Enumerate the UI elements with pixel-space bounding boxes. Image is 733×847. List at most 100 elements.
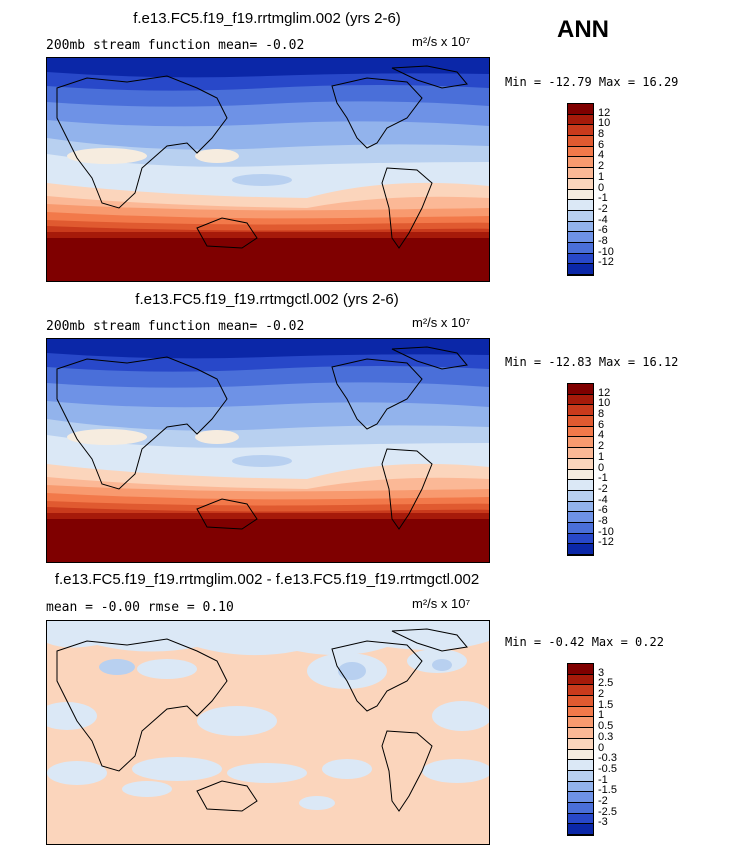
- colorbar-tick-label: 2: [598, 440, 605, 453]
- colorbar-tick-label: -1: [598, 192, 608, 205]
- colorbar-swatch: [568, 242, 593, 254]
- panel-1-title: f.e13.FC5.f19_f19.rrtmglim.002 (yrs 2-6): [133, 10, 401, 27]
- colorbar-tick-label: -1.5: [598, 784, 617, 797]
- panel-1-subtitle: 200mb stream function mean= -0.02: [46, 38, 305, 53]
- colorbar-tick-label: -12: [598, 256, 614, 269]
- colorbar-swatch: [568, 232, 593, 243]
- colorbar-tick-label: -2: [598, 794, 608, 807]
- colorbar-tick-label: -12: [598, 536, 614, 549]
- panel-1-contour-map: [47, 58, 489, 281]
- colorbar-tick-label: -10: [598, 525, 614, 538]
- colorbar-swatch: [568, 802, 593, 814]
- panel-3-units: m²/s x 10⁷: [412, 596, 471, 611]
- colorbar-swatch: [568, 770, 593, 782]
- colorbar-tick-label: 4: [598, 149, 605, 162]
- colorbar-tick-label: 4: [598, 429, 605, 442]
- colorbar-swatch: [568, 792, 593, 803]
- colorbar-swatch: [568, 426, 593, 438]
- colorbar-tick-label: -6: [598, 504, 608, 517]
- colorbar-swatch: [568, 384, 593, 395]
- colorbar-swatch: [568, 501, 593, 513]
- panel-3-map: [46, 620, 490, 845]
- colorbar-tick-label: 3: [598, 666, 605, 679]
- colorbar-swatch: [568, 760, 593, 771]
- colorbar-swatch: [568, 674, 593, 686]
- panel-1-units: m²/s x 10⁷: [412, 34, 471, 49]
- panel-2-contour-map: [47, 339, 489, 562]
- colorbar-swatch: [568, 813, 593, 825]
- colorbar-tick-label: -8: [598, 234, 608, 247]
- colorbar-tick-label: 2.5: [598, 677, 614, 690]
- panel-2-minmax: Min = -12.83 Max = 16.12: [505, 355, 679, 369]
- colorbar-tick-label: 12: [598, 106, 611, 119]
- colorbar-swatch: [568, 146, 593, 158]
- colorbar-swatch: [568, 469, 593, 481]
- colorbar-swatch: [568, 448, 593, 459]
- panel-3-minmax: Min = -0.42 Max = 0.22: [505, 635, 664, 649]
- colorbar-swatch: [568, 405, 593, 417]
- colorbar-tick-label: 0: [598, 181, 605, 194]
- colorbar-swatch: [568, 394, 593, 406]
- colorbar-tick-label: 6: [598, 418, 605, 431]
- colorbar-tick-label: 1.5: [598, 698, 614, 711]
- colorbar-swatch: [568, 685, 593, 697]
- colorbar-tick-label: 2: [598, 688, 605, 701]
- panel-2-map: [46, 338, 490, 563]
- colorbar-swatch: [568, 717, 593, 729]
- colorbar-tick-label: 1: [598, 709, 605, 722]
- colorbar-swatch: [568, 125, 593, 137]
- panel-3-title: f.e13.FC5.f19_f19.rrtmglim.002 - f.e13.F…: [54, 571, 480, 588]
- colorbar-tick-label: 6: [598, 138, 605, 151]
- colorbar-tick-label: 1: [598, 170, 605, 183]
- colorbar-swatch: [568, 264, 593, 275]
- colorbar-swatch: [568, 416, 593, 427]
- colorbar-tick-label: 8: [598, 128, 605, 141]
- colorbar-tick-label: -0.5: [598, 762, 617, 775]
- panel-1-minmax: Min = -12.79 Max = 16.29: [505, 75, 679, 89]
- colorbar-swatch: [568, 480, 593, 491]
- colorbar-swatch: [568, 178, 593, 190]
- colorbar-swatch: [568, 522, 593, 534]
- colorbar-tick-label: 2: [598, 160, 605, 173]
- colorbar-tick-label: 0.5: [598, 720, 614, 733]
- panel-2-subtitle: 200mb stream function mean= -0.02: [46, 319, 305, 334]
- colorbar-swatch: [568, 157, 593, 169]
- colorbar-tick-label: -2: [598, 202, 608, 215]
- colorbar-tick-label: -4: [598, 213, 608, 226]
- colorbar-swatch: [568, 221, 593, 233]
- colorbar-swatch: [568, 458, 593, 470]
- colorbar-swatch: [568, 544, 593, 555]
- colorbar-swatch: [568, 210, 593, 222]
- colorbar-tick-label: -2.5: [598, 805, 617, 818]
- colorbar-tick-label: 0: [598, 461, 605, 474]
- season-label: ANN: [557, 16, 609, 43]
- colorbar-tick-label: 1: [598, 450, 605, 463]
- colorbar-tick-label: 10: [598, 397, 611, 410]
- colorbar-swatch: [568, 490, 593, 502]
- colorbar-swatch: [568, 168, 593, 179]
- colorbar-swatch: [568, 728, 593, 739]
- colorbar-tick-label: -0.3: [598, 752, 617, 765]
- colorbar-tick-label: -1: [598, 773, 608, 786]
- panel-2-title: f.e13.FC5.f19_f19.rrtmgctl.002 (yrs 2-6): [135, 291, 399, 308]
- colorbar-tick-label: -8: [598, 514, 608, 527]
- colorbar-tick-label: -6: [598, 224, 608, 237]
- colorbar-tick-label: -2: [598, 482, 608, 495]
- colorbar-tick-label: -10: [598, 245, 614, 258]
- colorbar-swatch: [568, 114, 593, 126]
- colorbar-tick-label: 8: [598, 408, 605, 421]
- colorbar-swatch: [568, 104, 593, 115]
- panel-2-colorbar: [567, 383, 594, 556]
- panel-3-contour-map: [47, 621, 489, 844]
- colorbar-swatch: [568, 512, 593, 523]
- colorbar-tick-label: -4: [598, 493, 608, 506]
- colorbar-swatch: [568, 136, 593, 147]
- panel-1-map: [46, 57, 490, 282]
- colorbar-swatch: [568, 253, 593, 265]
- colorbar-swatch: [568, 533, 593, 545]
- panel-3-subtitle: mean = -0.00 rmse = 0.10: [46, 600, 234, 615]
- panel-2-units: m²/s x 10⁷: [412, 315, 471, 330]
- colorbar-swatch: [568, 437, 593, 449]
- colorbar-swatch: [568, 824, 593, 835]
- colorbar-swatch: [568, 749, 593, 761]
